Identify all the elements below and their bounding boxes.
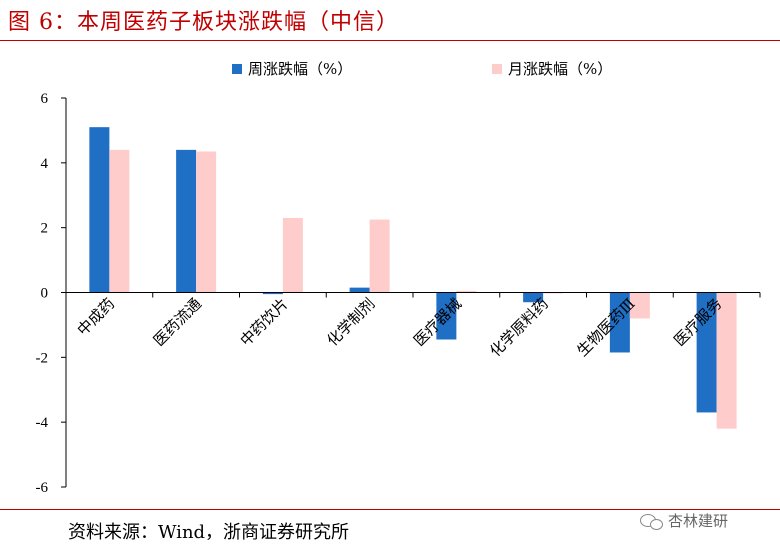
legend-swatch bbox=[232, 64, 242, 74]
y-tick-label: 4 bbox=[41, 156, 49, 172]
y-tick-label: -4 bbox=[36, 415, 49, 431]
y-tick-label: 2 bbox=[41, 221, 49, 237]
bar-weekly bbox=[89, 127, 110, 293]
footer-rule bbox=[0, 509, 780, 510]
x-category-label: 中成药 bbox=[74, 295, 119, 340]
x-category-label: 化学制剂 bbox=[323, 295, 378, 350]
bar-monthly bbox=[109, 149, 130, 293]
y-tick-label: -2 bbox=[36, 350, 49, 366]
legend-label: 月涨跌幅（%） bbox=[508, 60, 612, 78]
title-rule bbox=[0, 40, 780, 41]
bar-monthly bbox=[369, 219, 390, 293]
legend-swatch bbox=[492, 64, 502, 74]
bar-monthly bbox=[456, 290, 477, 293]
watermark-text: 杏林建研 bbox=[668, 512, 729, 530]
bar-weekly bbox=[436, 292, 457, 340]
y-tick-label: 6 bbox=[41, 91, 49, 107]
bar-monthly bbox=[629, 292, 650, 319]
x-category-label: 医药流通 bbox=[150, 295, 205, 350]
bar-weekly bbox=[696, 292, 717, 413]
bar-weekly bbox=[349, 287, 370, 293]
bar-monthly bbox=[716, 292, 737, 429]
wechat-icon bbox=[640, 512, 664, 530]
bar-weekly bbox=[262, 292, 283, 295]
source-note: 资料来源：Wind，浙商证券研究所 bbox=[68, 522, 350, 543]
watermark: 杏林建研 bbox=[640, 510, 728, 531]
x-category-label: 化学原料药 bbox=[486, 295, 552, 361]
y-tick-label: 0 bbox=[41, 286, 49, 302]
bar-weekly bbox=[176, 149, 197, 293]
legend-label: 周涨跌幅（%） bbox=[248, 60, 352, 78]
x-category-label: 中药饮片 bbox=[237, 295, 292, 350]
bar-weekly bbox=[609, 292, 630, 353]
figure-title: 图 6：本周医药子板块涨跌幅（中信） bbox=[8, 10, 399, 35]
bar-chart: 周涨跌幅（%） 月涨跌幅（%）6420-2-4-6中成药 医药流通 中药饮片 化学制剂医… bbox=[36, 60, 761, 496]
bar-monthly bbox=[196, 151, 217, 293]
y-tick-label: -6 bbox=[36, 480, 49, 496]
bar-weekly bbox=[523, 292, 544, 303]
bar-monthly bbox=[282, 217, 303, 293]
